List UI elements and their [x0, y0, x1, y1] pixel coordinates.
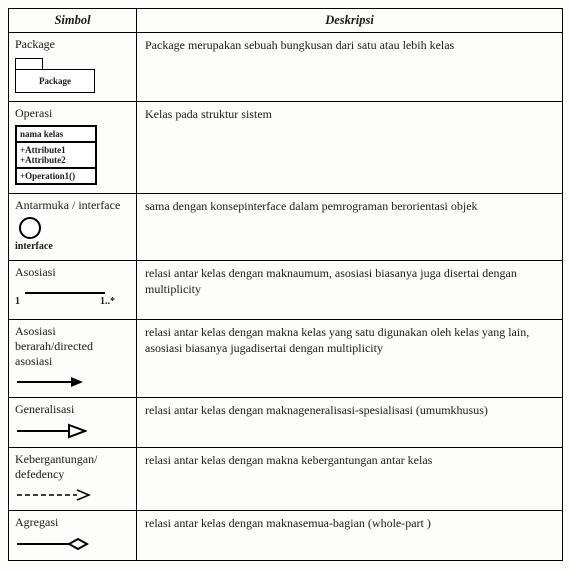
desc-operasi: Kelas pada struktur sistem [137, 102, 562, 193]
row-interface: Antarmuka / interface interface sama den… [9, 194, 562, 261]
desc-directed: relasi antar kelas dengan makna kelas ya… [137, 320, 562, 397]
package-glyph-label: Package [15, 69, 95, 93]
row-asosiasi: Asosiasi 1 1..* relasi antar kelas denga… [9, 261, 562, 320]
header-symbol: Simbol [9, 9, 137, 32]
class-icon: nama kelas +Attribute1 +Attribute2 +Oper… [15, 125, 97, 185]
generalization-arrow-icon [15, 423, 87, 439]
symbol-title: Generalisasi [15, 402, 130, 417]
symbol-cell-asosiasi: Asosiasi 1 1..* [9, 261, 137, 319]
row-dependency: Kebergantungan/ defedency relasi antar k… [9, 448, 562, 511]
row-directed: Asosiasi berarah/directed asosiasi relas… [9, 320, 562, 398]
row-agregasi: Agregasi relasi antar kelas dengan makna… [9, 511, 562, 560]
row-operasi: Operasi nama kelas +Attribute1 +Attribut… [9, 102, 562, 194]
symbol-title: Asosiasi [15, 265, 130, 280]
desc-dependency: relasi antar kelas dengan makna kebergan… [137, 448, 562, 510]
symbol-cell-directed: Asosiasi berarah/directed asosiasi [9, 320, 137, 397]
class-attrs: +Attribute1 +Attribute2 [17, 143, 95, 169]
symbol-title: Package [15, 37, 130, 52]
desc-generalisasi: relasi antar kelas dengan maknageneralis… [137, 398, 562, 447]
class-name: nama kelas [17, 127, 95, 143]
symbol-cell-operasi: Operasi nama kelas +Attribute1 +Attribut… [9, 102, 137, 193]
symbol-title: Operasi [15, 106, 130, 121]
desc-asosiasi: relasi antar kelas dengan maknaumum, aso… [137, 261, 562, 319]
assoc-right: 1..* [100, 296, 115, 307]
directed-arrow-icon [15, 375, 85, 389]
interface-caption: interface [15, 241, 130, 252]
dependency-arrow-icon [15, 488, 93, 502]
interface-circle-icon [19, 217, 41, 239]
desc-interface: sama dengan konsepinterface dalam pemrog… [137, 194, 562, 260]
package-icon: Package [15, 58, 130, 93]
desc-package: Package merupakan sebuah bungkusan dari … [137, 33, 562, 101]
symbol-cell-interface: Antarmuka / interface interface [9, 194, 137, 260]
row-generalisasi: Generalisasi relasi antar kelas dengan m… [9, 398, 562, 448]
aggregation-arrow-icon [15, 536, 93, 552]
symbol-title: Antarmuka / interface [15, 198, 130, 213]
symbol-title: Agregasi [15, 515, 130, 530]
header-row: Simbol Deskripsi [9, 9, 562, 33]
header-description: Deskripsi [137, 9, 562, 32]
association-line-icon: 1 1..* [15, 292, 115, 307]
symbol-cell-agregasi: Agregasi [9, 511, 137, 560]
class-attr1: +Attribute1 [20, 145, 66, 155]
symbol-title: Asosiasi berarah/directed asosiasi [15, 324, 130, 369]
assoc-left: 1 [15, 296, 20, 307]
symbol-cell-generalisasi: Generalisasi [9, 398, 137, 447]
row-package: Package Package Package merupakan sebuah… [9, 33, 562, 102]
desc-agregasi: relasi antar kelas dengan maknasemua-bag… [137, 511, 562, 560]
symbol-cell-package: Package Package [9, 33, 137, 101]
uml-symbol-table: Simbol Deskripsi Package Package Package… [8, 8, 563, 561]
symbol-cell-dependency: Kebergantungan/ defedency [9, 448, 137, 510]
symbol-title: Kebergantungan/ defedency [15, 452, 130, 482]
class-attr2: +Attribute2 [20, 155, 66, 165]
class-op1: +Operation1() [17, 169, 95, 183]
